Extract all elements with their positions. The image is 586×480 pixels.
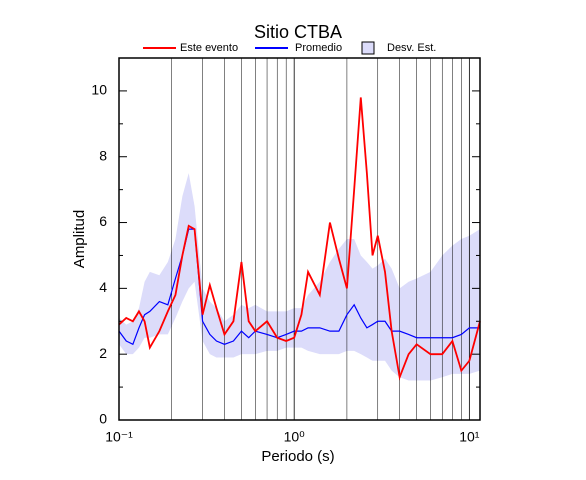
std-band (119, 173, 480, 381)
y-tick-label: 8 (99, 147, 107, 163)
legend-label: Desv. Est. (387, 42, 436, 54)
y-axis-label: Amplitud (71, 210, 88, 268)
y-tick-label: 6 (99, 213, 107, 229)
legend-label: Promedio (295, 42, 342, 54)
legend-label: Este evento (180, 42, 238, 54)
plot-frame (118, 57, 481, 421)
y-tick-label: 0 (99, 411, 107, 427)
series-line (118, 228, 480, 346)
x-tick-label: 10⁰ (284, 429, 306, 445)
chart-title: Sitio CTBA (254, 22, 342, 42)
x-tick-label: 10⁻¹ (105, 429, 133, 445)
x-axis-label: Periodo (s) (261, 448, 334, 465)
x-tick-label: 10¹ (459, 429, 480, 445)
y-tick-label: 4 (99, 279, 107, 295)
series-line (118, 97, 481, 381)
y-tick-label: 10 (91, 82, 107, 98)
legend-box (361, 41, 375, 55)
y-tick-label: 2 (99, 345, 107, 361)
